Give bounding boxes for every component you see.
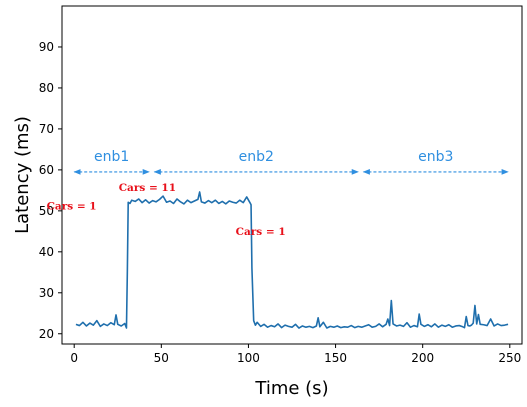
x-tick-label: 50 xyxy=(154,351,169,365)
y-tick-label: 80 xyxy=(39,81,54,95)
y-tick-label: 30 xyxy=(39,286,54,300)
cars-annotation: Cars = 1 xyxy=(236,226,286,238)
latency-series-line xyxy=(75,191,509,329)
x-tick-label: 0 xyxy=(70,351,78,365)
region-label: enb2 xyxy=(239,149,274,165)
plot-area-frame xyxy=(61,5,523,345)
y-tick-label: 40 xyxy=(39,245,54,259)
x-tick-label: 200 xyxy=(411,351,434,365)
y-tick-label: 60 xyxy=(39,163,54,177)
x-tick-label: 250 xyxy=(498,351,521,365)
region-label: enb3 xyxy=(418,149,453,165)
y-axis-title: Latency (ms) xyxy=(12,116,33,234)
y-tick-label: 90 xyxy=(39,40,54,54)
x-tick-label: 150 xyxy=(324,351,347,365)
y-tick-label: 70 xyxy=(39,122,54,136)
cars-annotation: Cars = 11 xyxy=(119,182,176,194)
cars-annotation: Cars = 1 xyxy=(47,201,97,213)
y-tick-label: 50 xyxy=(39,204,54,218)
x-tick-label: 100 xyxy=(237,351,260,365)
region-label: enb1 xyxy=(94,149,129,165)
y-tick-label: 20 xyxy=(39,327,54,341)
x-axis-title: Time (s) xyxy=(254,378,328,399)
